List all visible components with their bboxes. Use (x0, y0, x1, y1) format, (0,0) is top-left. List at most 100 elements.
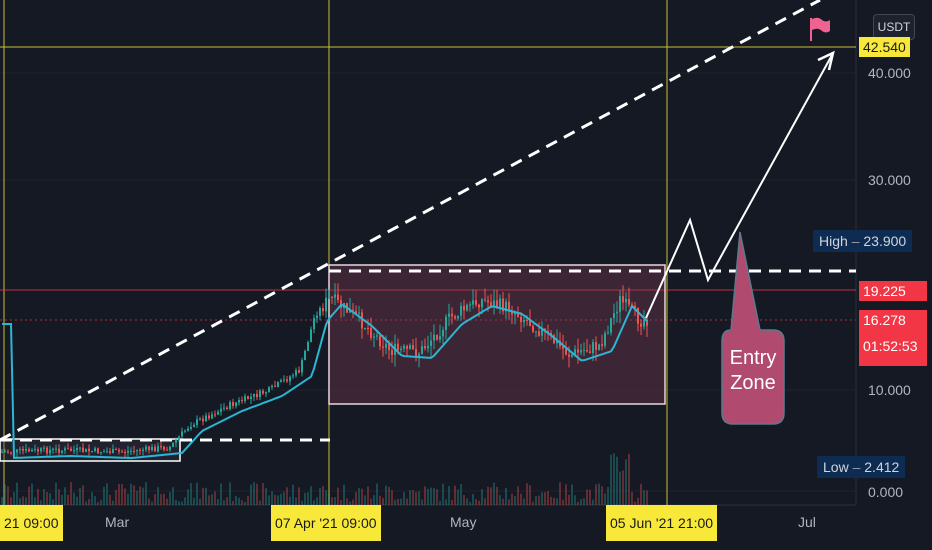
candle-body (73, 450, 75, 452)
candle-body (235, 402, 237, 406)
volume-bar (10, 497, 12, 505)
candle-body (616, 311, 618, 314)
candle-body (301, 360, 303, 373)
candle-body (193, 424, 195, 427)
price-axis[interactable] (856, 0, 932, 505)
volume-bar (562, 499, 564, 505)
volume-bar (211, 494, 213, 505)
trendlines[interactable] (0, 0, 856, 442)
volume-bar (220, 483, 222, 505)
volume-bar (538, 495, 540, 505)
volume-bar (499, 495, 501, 505)
volume-bar (160, 494, 162, 505)
candle-body (145, 446, 147, 450)
candles[interactable] (1, 283, 648, 458)
candle-body (163, 446, 165, 450)
volume-bar (208, 495, 210, 505)
candle-body (571, 354, 573, 357)
volume-bar (478, 500, 480, 505)
candle-body (358, 312, 360, 314)
range-box-main[interactable] (328, 264, 666, 405)
candle-body (475, 300, 477, 305)
volume-bar (82, 485, 84, 505)
candle-body (226, 407, 228, 409)
candle-body (232, 402, 234, 406)
y-tick-label: 0.000 (868, 484, 903, 500)
volume-bar (55, 482, 57, 505)
volume-bar (418, 491, 420, 505)
candle-body (94, 448, 96, 452)
candle-body (646, 319, 648, 326)
candle-body (481, 299, 483, 308)
candle-body (430, 340, 432, 347)
flag-icon[interactable] (808, 16, 832, 42)
plot-area[interactable] (0, 0, 856, 505)
volume-bar (598, 483, 600, 505)
volume-bar (229, 482, 231, 505)
volume-bar (319, 488, 321, 505)
candle-body (7, 451, 9, 453)
candle-body (313, 318, 315, 330)
y-tick-label: 40.000 (868, 65, 911, 81)
volume-bar (373, 495, 375, 505)
candle-body (604, 333, 606, 346)
volume-bar (481, 489, 483, 505)
volume-bar (304, 492, 306, 505)
volume-bar (286, 487, 288, 505)
candle-body (466, 304, 468, 311)
volume-bar (247, 495, 249, 505)
volume-bar (241, 500, 243, 505)
candle-body (397, 343, 399, 351)
candle-body (595, 342, 597, 350)
volume-bar (118, 483, 120, 505)
volume-bar (409, 490, 411, 505)
volume-bar (421, 499, 423, 505)
candle-body (250, 396, 252, 400)
candle-body (181, 431, 183, 437)
candle-body (259, 390, 261, 398)
volume-bar (100, 499, 102, 505)
grid (0, 72, 856, 492)
projection-arrowhead (817, 50, 835, 71)
volume-bar (328, 493, 330, 505)
volume-bar (91, 492, 93, 505)
candle-body (376, 335, 378, 337)
volume-bar (523, 498, 525, 505)
candle-body (88, 448, 90, 452)
volume-bar (403, 492, 405, 505)
candle-body (643, 319, 645, 327)
volume-bar (595, 484, 597, 505)
volume-bar (460, 483, 462, 505)
candle-body (280, 380, 282, 382)
entry-zone-callout[interactable] (721, 231, 785, 425)
candle-body (253, 393, 255, 397)
volume-bar (529, 485, 531, 505)
candle-body (391, 349, 393, 355)
volume-bar (79, 488, 81, 505)
volume-bar (589, 489, 591, 505)
candle-body (436, 334, 438, 340)
candle-body (526, 320, 528, 322)
candle-body (520, 316, 522, 323)
volume-bar (634, 501, 636, 505)
candle-body (463, 305, 465, 311)
candle-body (25, 449, 27, 451)
volume-bar (322, 486, 324, 505)
volume-bar (355, 492, 357, 505)
volume-bar (370, 498, 372, 505)
candle-body (64, 448, 66, 451)
projection-path[interactable] (645, 54, 833, 319)
volume-bar (268, 495, 270, 505)
candle-body (265, 392, 267, 394)
candle-body (355, 310, 357, 314)
volume-bar (217, 499, 219, 505)
candle-body (484, 299, 486, 301)
time-axis[interactable] (0, 505, 932, 550)
candle-body (46, 447, 48, 454)
candle-body (184, 430, 186, 432)
volume-bar (13, 492, 15, 505)
volume-bar (58, 489, 60, 505)
volume-bar (4, 484, 6, 505)
candle-body (511, 311, 513, 315)
